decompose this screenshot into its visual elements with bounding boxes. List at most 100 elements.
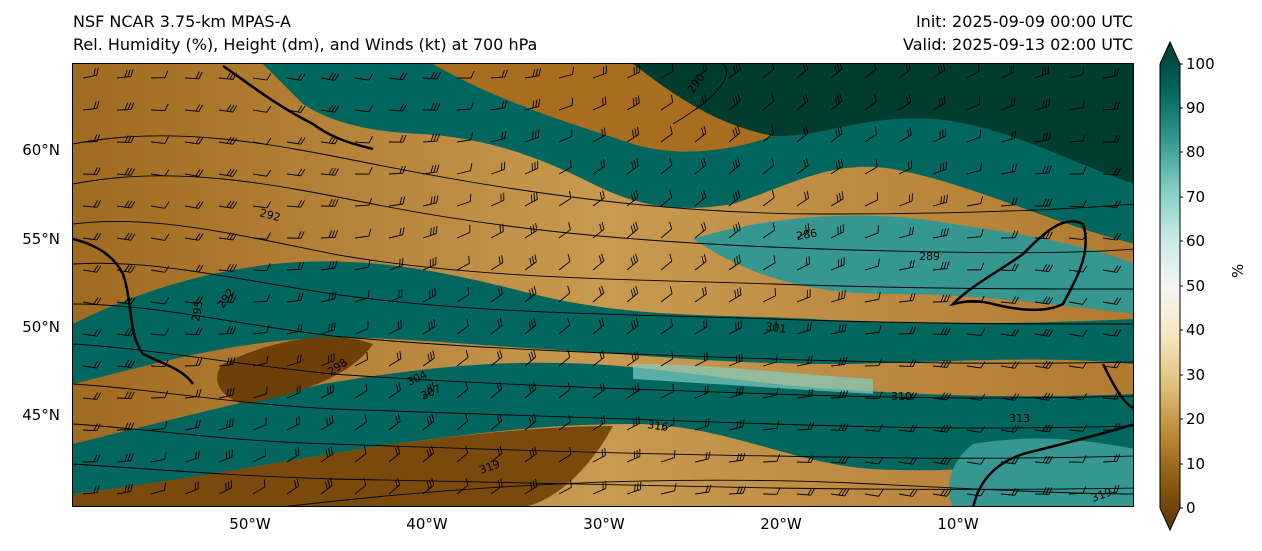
contour-label: 313 — [1009, 412, 1030, 425]
wind-barb — [422, 350, 435, 367]
wind-barb — [592, 414, 606, 431]
wind-barb — [626, 64, 641, 79]
wind-barb — [728, 222, 741, 239]
wind-barb — [1102, 391, 1121, 400]
wind-barb — [1034, 328, 1054, 337]
wind-barb — [558, 479, 572, 495]
wind-barb — [320, 353, 335, 367]
wind-barb — [354, 351, 368, 367]
dry-south — [73, 426, 613, 506]
wind-barb — [864, 64, 877, 79]
wind-barb — [932, 261, 950, 271]
wind-barb — [252, 479, 266, 495]
wind-barb — [354, 73, 374, 81]
wind-barb — [150, 390, 169, 399]
wind-barb — [966, 393, 986, 401]
wind-barb — [1034, 296, 1054, 305]
wind-barb — [592, 65, 608, 79]
wind-barb — [116, 391, 135, 400]
wind-barb — [626, 317, 639, 335]
wind-barb — [694, 286, 707, 303]
wind-barb — [1068, 232, 1088, 241]
wind-barb — [490, 192, 505, 207]
wind-barb — [558, 128, 573, 143]
wind-barb — [116, 422, 135, 431]
wind-barb — [184, 327, 203, 335]
wind-barb — [320, 260, 338, 271]
wind-barb — [966, 328, 986, 336]
wind-barb — [218, 480, 233, 495]
wind-barb — [558, 349, 571, 367]
wind-barbs — [82, 64, 1122, 497]
wind-barb — [524, 381, 537, 399]
wind-barb — [422, 225, 438, 239]
colorbar-tick: 60 — [1186, 232, 1206, 250]
wind-barb — [82, 200, 101, 208]
wind-barb — [116, 200, 136, 209]
wind-barb — [116, 232, 136, 241]
wind-barb — [932, 95, 946, 111]
wind-barb — [150, 451, 167, 463]
wind-barb — [82, 329, 102, 337]
moist-band-south — [73, 362, 1133, 494]
wind-barb — [82, 454, 101, 463]
wind-barb — [456, 70, 475, 79]
wind-barb — [1034, 198, 1053, 207]
wind-barb — [252, 169, 272, 177]
colorbar-tick: 90 — [1186, 99, 1206, 117]
wind-barb — [82, 134, 101, 143]
lon-label-10w: 10°W — [937, 515, 979, 533]
wind-barb — [558, 414, 571, 431]
wind-barb — [558, 285, 571, 303]
wind-barb — [898, 392, 917, 400]
wind-barb — [728, 452, 746, 463]
wind-barb — [218, 387, 235, 399]
wind-barb — [966, 425, 986, 433]
wind-barb — [1068, 100, 1086, 111]
wind-barb — [490, 69, 508, 79]
wind-barb — [150, 482, 166, 495]
wind-barb — [354, 290, 370, 303]
wind-barb — [252, 448, 266, 463]
contour-label: 292 — [258, 206, 282, 224]
wind-barb — [252, 355, 269, 367]
lat-label-55n: 55°N — [22, 230, 60, 248]
wind-barb — [592, 349, 605, 367]
wind-barb — [388, 351, 402, 367]
wind-barb — [456, 477, 469, 495]
colorbar-tick: 30 — [1186, 366, 1206, 384]
wind-barb — [626, 189, 639, 207]
valid-time: Valid: 2025-09-13 02:00 UTC — [902, 35, 1133, 54]
wind-barb — [286, 354, 302, 367]
wind-barb — [864, 457, 884, 465]
colorbar-tick: 70 — [1186, 188, 1206, 206]
lon-label-30w: 30°W — [583, 515, 625, 533]
wind-barb — [796, 93, 809, 111]
wind-barb — [558, 381, 571, 399]
wind-barb — [218, 168, 238, 177]
wind-barb — [184, 136, 204, 145]
wind-barb — [184, 358, 203, 367]
wind-barb — [82, 485, 100, 495]
wind-barb — [558, 222, 571, 239]
wind-barb — [1068, 66, 1085, 79]
wind-barb — [218, 200, 238, 209]
wind-barb — [1034, 424, 1054, 433]
wind-barb — [762, 255, 776, 271]
wind-barb — [184, 481, 199, 495]
wind-barb — [490, 413, 503, 431]
wind-barb — [864, 159, 878, 175]
wind-barb — [830, 126, 843, 143]
wind-barb — [490, 254, 504, 271]
wind-barb — [524, 129, 540, 143]
wind-barb — [932, 424, 952, 433]
wind-barb — [286, 105, 306, 113]
wind-barb — [422, 133, 440, 143]
wind-barb — [116, 483, 133, 495]
wind-barb — [626, 221, 639, 239]
wind-barb — [218, 104, 238, 113]
wind-barb — [830, 191, 844, 207]
wind-barb — [422, 319, 436, 335]
wind-barb — [932, 488, 952, 497]
wind-barb — [456, 349, 469, 367]
